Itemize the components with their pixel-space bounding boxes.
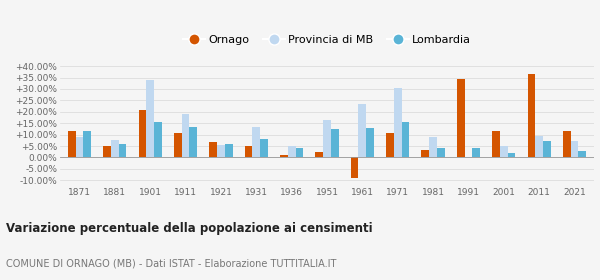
Bar — [253, 127, 260, 157]
Bar — [76, 137, 83, 157]
Bar — [174, 133, 182, 157]
Bar — [280, 155, 288, 157]
Bar — [331, 129, 338, 157]
Bar — [563, 131, 571, 157]
Bar — [209, 142, 217, 157]
Bar — [182, 114, 190, 157]
Bar — [260, 139, 268, 157]
Bar — [492, 131, 500, 157]
Bar — [139, 109, 146, 157]
Bar — [401, 122, 409, 157]
Bar — [323, 120, 331, 157]
Bar — [146, 80, 154, 157]
Bar — [464, 157, 472, 158]
Bar — [429, 137, 437, 157]
Bar — [437, 148, 445, 157]
Bar — [508, 153, 515, 157]
Bar — [500, 146, 508, 157]
Bar — [217, 145, 225, 157]
Bar — [535, 136, 543, 157]
Bar — [111, 140, 119, 157]
Bar — [225, 144, 233, 157]
Bar — [472, 148, 480, 157]
Bar — [457, 80, 464, 157]
Bar — [394, 88, 401, 157]
Bar — [358, 104, 366, 157]
Bar — [571, 141, 578, 157]
Legend: Ornago, Provincia di MB, Lombardia: Ornago, Provincia di MB, Lombardia — [178, 30, 476, 49]
Text: COMUNE DI ORNAGO (MB) - Dati ISTAT - Elaborazione TUTTITALIA.IT: COMUNE DI ORNAGO (MB) - Dati ISTAT - Ela… — [6, 258, 337, 268]
Bar — [68, 131, 76, 157]
Text: Variazione percentuale della popolazione ai censimenti: Variazione percentuale della popolazione… — [6, 222, 373, 235]
Bar — [83, 131, 91, 157]
Bar — [245, 146, 253, 157]
Bar — [350, 157, 358, 178]
Bar — [103, 146, 111, 157]
Bar — [386, 134, 394, 157]
Bar — [527, 74, 535, 157]
Bar — [190, 127, 197, 157]
Bar — [154, 122, 162, 157]
Bar — [296, 148, 304, 157]
Bar — [316, 152, 323, 157]
Bar — [543, 141, 551, 157]
Bar — [366, 128, 374, 157]
Bar — [578, 151, 586, 157]
Bar — [288, 146, 296, 157]
Bar — [119, 144, 127, 157]
Bar — [421, 150, 429, 157]
